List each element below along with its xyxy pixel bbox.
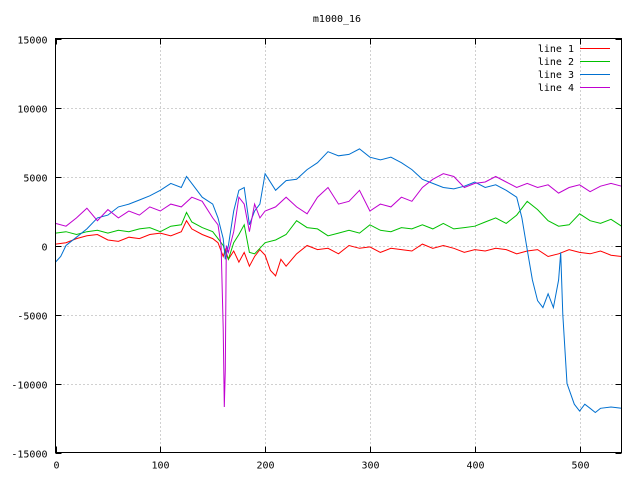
y-tick-label: 5000 bbox=[23, 174, 47, 185]
y-tick-label: 0 bbox=[41, 243, 47, 254]
y-tick-label: 15000 bbox=[17, 36, 47, 47]
x-tick-label: 100 bbox=[151, 461, 169, 472]
plot-frame bbox=[55, 38, 622, 453]
y-tick-label: 10000 bbox=[17, 105, 47, 116]
legend-label-3: line 3 bbox=[538, 70, 574, 81]
series-line-2 bbox=[55, 200, 622, 261]
y-tick-label: -5000 bbox=[17, 312, 47, 323]
series-group bbox=[55, 148, 622, 414]
y-tick-label: -15000 bbox=[11, 450, 47, 461]
x-tick-label: 300 bbox=[361, 461, 379, 472]
legend: line 1 line 2 line 3 line 4 bbox=[538, 44, 610, 94]
x-tick-label: 0 bbox=[53, 461, 59, 472]
series-line-1 bbox=[55, 219, 622, 277]
chart-title: m1000_16 bbox=[313, 14, 361, 25]
series-line-4 bbox=[55, 173, 622, 408]
legend-label-2: line 2 bbox=[538, 57, 574, 68]
x-tick-label: 400 bbox=[466, 461, 484, 472]
series-line-3 bbox=[55, 148, 622, 414]
grid-lines bbox=[55, 38, 622, 453]
legend-label-4: line 4 bbox=[538, 83, 574, 94]
x-tick-label: 500 bbox=[571, 461, 589, 472]
legend-label-1: line 1 bbox=[538, 44, 574, 55]
axis-ticks: 0 100 200 300 400 500 -15000 -10000 -5000 0 5000 10… bbox=[11, 36, 622, 472]
y-tick-label: -10000 bbox=[11, 381, 47, 392]
x-tick-label: 200 bbox=[256, 461, 274, 472]
